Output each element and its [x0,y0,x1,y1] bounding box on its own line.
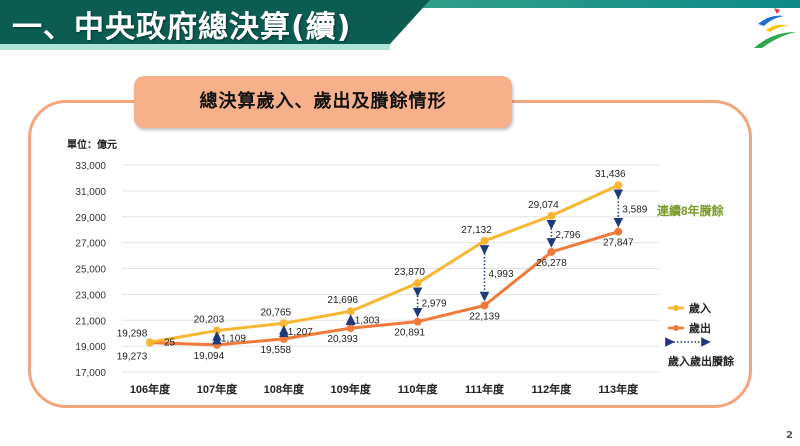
expenditure-value-label: 20,891 [394,328,425,339]
title-band [0,0,430,44]
revenue-line [149,183,619,344]
revenue-value-label: 19,298 [117,328,148,339]
y-tick-label: 31,000 [75,187,106,198]
surplus-value-label: 1,207 [288,327,313,338]
y-tick-label: 23,000 [75,290,106,301]
legend-revenue-label: 歲入 [689,301,711,315]
expenditure-value-label: 19,558 [261,345,292,356]
legend-expenditure-label: 歲出 [689,321,711,335]
expenditure-point [547,247,556,256]
y-tick-label: 19,000 [75,342,106,353]
expenditure-value-label: 19,273 [117,352,148,363]
chart-header: 總決算歲入、歲出及賸餘情形 [134,76,512,128]
chart-title: 總決算歲入、歲出及賸餘情形 [199,91,447,112]
x-tick-label: 110年度 [398,382,439,396]
x-tick-label: 113年度 [598,382,639,396]
revenue-value-label: 20,765 [261,307,292,318]
revenue-value-label: 20,203 [194,315,225,326]
surplus-value-label: 1,303 [355,316,380,327]
y-tick-label: 21,000 [75,316,106,327]
x-tick-label: 108年度 [264,382,305,396]
surplus-value-label: 4,993 [489,269,514,280]
title-underband [0,44,390,50]
revenue-point [413,279,422,288]
y-tick-label: 29,000 [75,213,106,224]
revenue-point [614,181,623,190]
surplus-annotation: 連續8年賸餘 [657,203,725,218]
revenue-point [279,319,288,328]
revenue-point [480,236,489,245]
revenue-value-label: 23,870 [394,267,425,278]
page-title: 一、中央政府總決算(續) [12,10,352,45]
expenditure-point [413,317,422,326]
x-tick-label: 107年度 [197,382,238,396]
surplus-value-label: 2,979 [422,298,447,309]
expenditure-point [346,324,355,333]
x-tick-label: 109年度 [331,382,372,396]
x-tick-label: 111年度 [465,382,505,396]
surplus-value-label: 1,109 [221,334,246,345]
logo-icon [754,8,796,48]
unit-label: 單位：億元 [67,140,117,151]
revenue-value-label: 29,074 [528,200,559,211]
expenditure-value-label: 22,139 [469,312,500,323]
expenditure-point [212,340,221,349]
page-number: 2 [786,430,793,441]
expenditure-point [279,334,288,343]
expenditure-point [480,301,489,310]
surplus-value-label: 3,589 [622,204,647,215]
expenditure-value-label: 27,847 [603,238,634,249]
revenue-value-label: 31,436 [595,169,626,180]
y-tick-label: 27,000 [75,239,106,250]
y-tick-label: 17,000 [75,368,106,379]
legend-revenue-marker [673,305,679,311]
legend-expenditure-marker [673,325,679,331]
revenue-value-label: 27,132 [461,225,492,236]
surplus-value-label: 25 [164,338,176,349]
expenditure-value-label: 26,278 [536,258,567,269]
x-tick-label: 106年度 [130,382,171,396]
revenue-point [146,338,154,347]
x-tick-label: 112年度 [532,382,573,396]
revenue-point [547,211,556,220]
expenditure-value-label: 20,393 [327,334,358,345]
legend-surplus-label: 歲入歲出賸餘 [668,354,735,368]
revenue-point [212,326,221,335]
revenue-point [346,307,355,316]
expenditure-point [614,227,623,236]
y-tick-label: 25,000 [75,265,106,276]
expenditure-line [149,230,619,347]
surplus-value-label: 2,796 [555,230,580,241]
y-tick-label: 33,000 [75,161,106,172]
expenditure-value-label: 19,094 [194,351,225,362]
revenue-value-label: 21,696 [327,295,358,306]
